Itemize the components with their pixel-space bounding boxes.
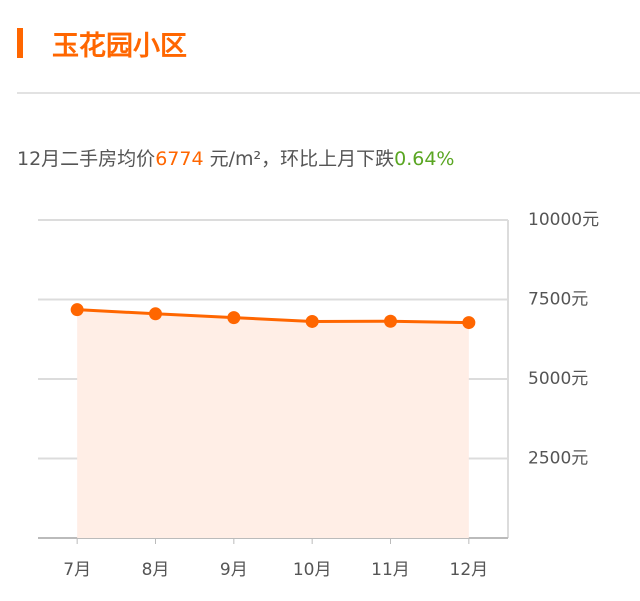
line bbox=[77, 308, 469, 325]
divider bbox=[17, 92, 640, 94]
x-tick-label: 10月 bbox=[293, 560, 332, 580]
summary: 12月二手房均价6774 元/m²，环比上月下跌0.64% bbox=[17, 144, 454, 171]
point bbox=[227, 311, 241, 325]
y-tick-label: 7500元 bbox=[528, 290, 588, 310]
x-tick-label: 8月 bbox=[142, 560, 170, 580]
point bbox=[305, 314, 319, 328]
summary-middle: 元/m²，环比上月下跌 bbox=[203, 148, 395, 170]
x-tick-label: 12月 bbox=[450, 560, 489, 580]
summary-prefix: 12月二手房均价 bbox=[17, 148, 156, 170]
point bbox=[70, 303, 84, 317]
point bbox=[149, 307, 162, 321]
point bbox=[462, 316, 476, 330]
chart: 2500元 5000元 7500元 10000元 7月 8月 9月 10月 11月 12月 bbox=[38, 210, 599, 580]
area bbox=[77, 309, 469, 538]
x-tick-label: 11月 bbox=[371, 560, 410, 580]
summary-price: 6774 bbox=[155, 148, 204, 170]
page-title: 玉花园小区 bbox=[52, 31, 187, 62]
x-tick-label: 7月 bbox=[63, 560, 91, 580]
point bbox=[384, 314, 397, 328]
y-tick-label: 5000元 bbox=[528, 369, 588, 389]
title-marker bbox=[17, 28, 23, 58]
x-tick-label: 9月 bbox=[220, 560, 248, 580]
y-tick-label: 2500元 bbox=[528, 449, 588, 469]
y-tick-label: 10000元 bbox=[528, 210, 599, 230]
summary-change: 0.64% bbox=[394, 148, 455, 170]
